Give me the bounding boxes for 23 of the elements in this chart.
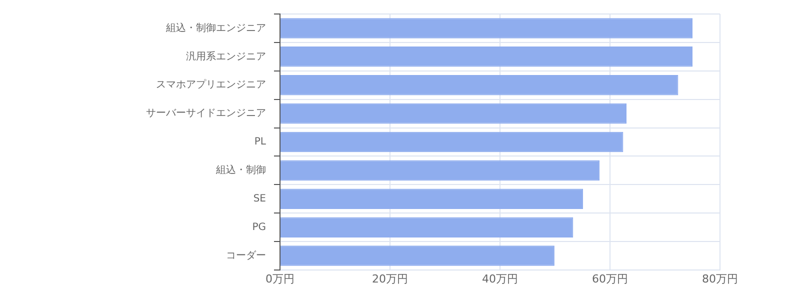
y-tick-label: 組込・制御エンジニア [165,22,266,34]
bar [280,246,554,266]
y-tick-label: PL [254,136,266,148]
bar [280,46,692,67]
y-tick-label: SE [253,193,266,204]
x-tick-label: 0万円 [266,272,294,286]
bar [280,132,624,152]
x-tick-label: 60万円 [592,272,628,286]
y-tick-label: 汎用系エンジニア [186,50,266,62]
bar [280,74,678,96]
x-tick-label: 20万円 [372,272,408,286]
y-tick-label: 組込・制御 [215,164,266,176]
bar [280,188,584,210]
y-tick-label: コーダー [226,249,266,262]
bar [280,18,692,38]
y-tick-label: PG [252,222,266,233]
bar [280,103,626,124]
y-tick-label: スマホアプリエンジニア [156,78,266,91]
bar [280,160,600,181]
x-tick-label: 40万円 [482,272,518,286]
y-tick-label: サーバーサイドエンジニア [146,108,266,120]
bar [280,217,574,238]
x-tick-label: 80万円 [702,272,738,286]
